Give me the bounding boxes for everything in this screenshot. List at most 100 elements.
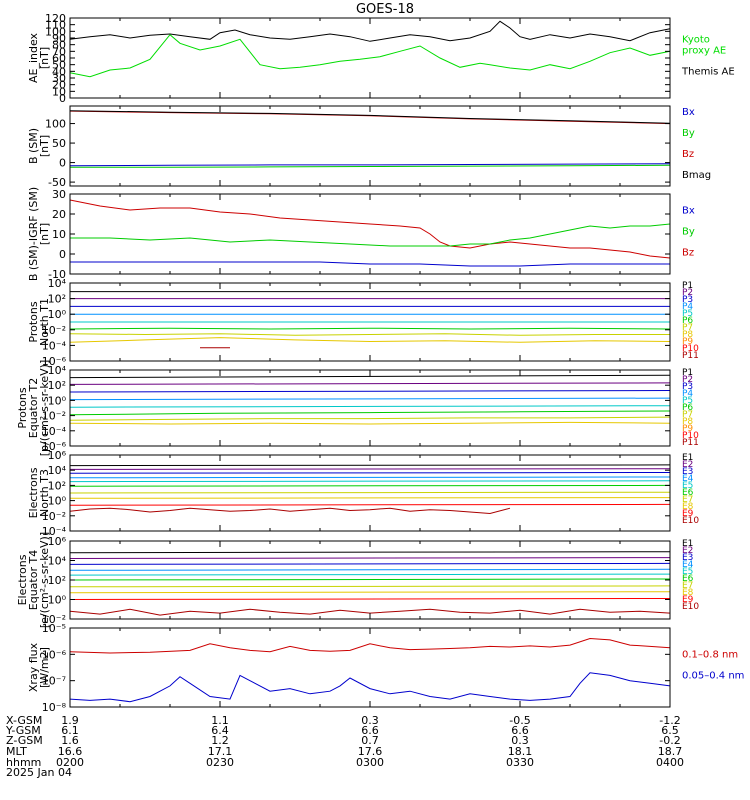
series-line-4 [69, 110, 671, 124]
y-axis-label-line: Electrons [27, 467, 40, 518]
series-line-5 [69, 405, 671, 408]
y-axis-label-line: [e/(cm²-s-sr-keV)] [38, 532, 51, 628]
ephemeris-value: 17.1 [208, 745, 233, 758]
ephemeris-value: 0.3 [361, 714, 379, 727]
series-line-6 [69, 578, 671, 581]
legend-entry: P1 [682, 281, 693, 291]
ephemeris-value: 1.6 [61, 734, 79, 747]
legend-entry: proxy AE [682, 46, 726, 57]
legend-entry: E4 [682, 474, 694, 484]
y-tick-label: 10⁰ [48, 594, 67, 607]
ephemeris-value: 0230 [206, 756, 234, 769]
ephemeris-value: 0300 [356, 756, 384, 769]
legend-entry: P5 [682, 309, 693, 319]
legend-entry: P5 [682, 396, 693, 406]
y-tick-label: 10⁶ [48, 535, 67, 548]
legend-entry: P2 [682, 375, 693, 385]
series-line-9 [69, 503, 671, 506]
y-tick-label: 10⁶ [48, 449, 67, 462]
legend-entry: E7 [682, 495, 693, 505]
series-line-2 [69, 672, 671, 703]
legend-entry: P9 [682, 337, 693, 347]
series-line-6 [69, 410, 671, 416]
legend-entry: P11 [682, 438, 699, 448]
legend-entry: E6 [682, 488, 694, 498]
panel-4: 10⁻⁶ 10⁻⁴ 10⁻² 10⁰ 10² 10⁴ ProtonsNorth T1 P1P2… [27, 277, 699, 368]
legend-entry: P3 [682, 295, 693, 305]
ephemeris-value: -1.2 [659, 714, 680, 727]
ephemeris-value: 0400 [656, 756, 684, 769]
legend-entry: E4 [682, 560, 694, 570]
legend-entry: E8 [682, 588, 694, 598]
series-line-8 [69, 591, 671, 594]
legend-entry: P8 [682, 330, 693, 340]
ephemeris-row-label: MLT [6, 745, 27, 758]
y-axis-label: ProtonsNorth T1 [27, 298, 51, 346]
y-tick-label: 50 [52, 137, 66, 150]
y-tick-label: 10 [52, 85, 66, 98]
y-tick-label: 30 [52, 72, 66, 85]
y-tick-label: 10⁻⁷ [42, 675, 66, 688]
ephemeris-value: -0.5 [509, 714, 530, 727]
legend-entry: P6 [682, 316, 693, 326]
y-tick-label: 60 [52, 52, 66, 65]
y-tick-label: 40 [52, 65, 66, 78]
legend-entry: E9 [682, 509, 694, 519]
ephemeris-row-label: X-GSM [6, 714, 42, 727]
legend-entry: E5 [682, 481, 693, 491]
series-line-5 [69, 480, 671, 483]
legend-entry: P6 [682, 403, 693, 413]
ephemeris-value: 18.7 [658, 745, 683, 758]
legend-entry: By [682, 128, 695, 139]
series-line-3 [69, 390, 671, 393]
y-axis-label: ElectronsEquator T4[e/(cm²-s-sr-keV)] [16, 532, 51, 628]
y-tick-label: 0 [59, 92, 66, 105]
series-line-8 [69, 497, 671, 499]
y-tick-label: 10⁻⁵ [42, 622, 66, 635]
series-line-2 [69, 33, 671, 78]
figure-title: GOES-18 [356, 2, 414, 17]
y-tick-label: 10⁻⁶ [42, 440, 67, 453]
y-axis-label-line: Electrons [16, 554, 29, 605]
series-line-9 [69, 598, 671, 600]
series-line-3 [70, 261, 670, 267]
legend-entry: P3 [682, 382, 693, 392]
y-axis-label-line: Protons [27, 301, 40, 342]
legend-entry: P4 [682, 302, 693, 312]
series-line-1 [69, 637, 671, 654]
legend-entry: E9 [682, 595, 694, 605]
y-tick-label: 80 [52, 39, 66, 52]
legend-entry: 0.1–0.8 nm [682, 650, 738, 661]
legend-entry: Themis AE [681, 67, 735, 78]
series-line-3 [69, 562, 671, 565]
y-tick-label: 10⁻⁴ [42, 425, 67, 438]
y-axis-label: B (SM)-IGRF (SM)[nT] [27, 187, 51, 281]
panels: 0102030405060708090100110120AE_index[nT]… [16, 12, 744, 714]
y-axis-label-line: Protons [16, 387, 29, 428]
ephemeris-value: 0.3 [511, 734, 529, 747]
legend-entry: Bx [682, 206, 695, 217]
y-tick-label: 10⁴ [48, 277, 67, 290]
y-tick-label: 0 [59, 248, 66, 261]
ephemeris-value: 0330 [506, 756, 534, 769]
series-line-7 [69, 491, 671, 494]
series-line-3 [69, 110, 671, 125]
y-axis-label-line: [nT] [38, 47, 51, 69]
legend-entry: P7 [682, 410, 693, 420]
legend-entry: P9 [682, 424, 693, 434]
y-tick-label: 70 [52, 45, 66, 58]
y-tick-label: 50 [52, 59, 66, 72]
series-line-7 [69, 585, 671, 588]
y-tick-label: 10⁻⁴ [42, 339, 67, 352]
y-tick-label: 10² [48, 574, 66, 587]
series-line-3 [69, 472, 671, 474]
y-axis-label-line: Equator T2 [27, 378, 40, 438]
legend-entry: P8 [682, 417, 693, 427]
series-line-4 [69, 568, 671, 571]
series-line-4 [69, 476, 671, 479]
y-tick-label: 10² [48, 479, 66, 492]
